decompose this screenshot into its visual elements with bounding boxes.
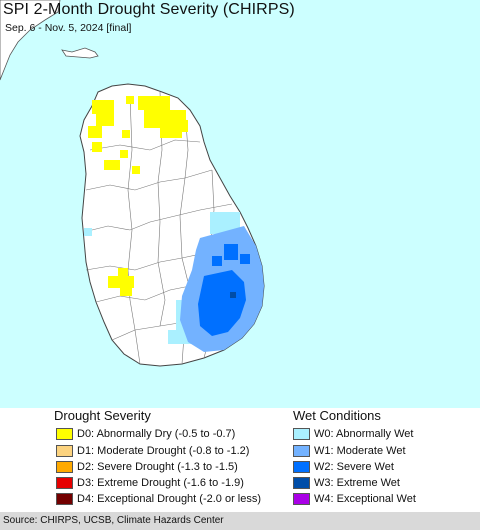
legend-item-d4: D4: Exceptional Drought (-2.0 or less) <box>56 492 261 506</box>
india-coast <box>0 0 61 81</box>
wet-legend-heading: Wet Conditions <box>293 408 381 423</box>
legend-item-d2: D2: Severe Drought (-1.3 to -1.5) <box>56 460 238 474</box>
swatch-w3 <box>293 477 310 489</box>
legend-item-w0: W0: Abnormally Wet <box>293 427 413 441</box>
islands <box>61 47 99 59</box>
legend-item-d0: D0: Abnormally Dry (-0.5 to -0.7) <box>56 427 235 441</box>
legend-item-d1: D1: Moderate Drought (-0.8 to -1.2) <box>56 444 249 458</box>
legend-item-w2: W2: Severe Wet <box>293 460 394 474</box>
legend-item-w1: W1: Moderate Wet <box>293 444 406 458</box>
source-footer: Source: CHIRPS, UCSB, Climate Hazards Ce… <box>0 512 480 530</box>
drought-legend-heading: Drought Severity <box>54 408 151 423</box>
swatch-d2 <box>56 461 73 473</box>
sri-lanka-map <box>0 0 265 367</box>
swatch-d3 <box>56 477 73 489</box>
legend: Drought Severity Wet Conditions D0: Abno… <box>0 408 480 512</box>
swatch-w2 <box>293 461 310 473</box>
swatch-w0 <box>293 428 310 440</box>
wet-w2-patches <box>198 244 250 336</box>
legend-item-w4: W4: Exceptional Wet <box>293 492 416 506</box>
map-area: SPI 2-Month Drought Severity (CHIRPS) Se… <box>0 0 480 408</box>
legend-item-d3: D3: Extreme Drought (-1.6 to -1.9) <box>56 476 244 490</box>
wet-w3-patches <box>230 292 236 298</box>
swatch-d0 <box>56 428 73 440</box>
swatch-d1 <box>56 445 73 457</box>
map-title: SPI 2-Month Drought Severity (CHIRPS) <box>3 1 295 18</box>
swatch-w4 <box>293 493 310 505</box>
map-subtitle: Sep. 6 - Nov. 5, 2024 [final] <box>5 22 132 34</box>
drought-d0-patches <box>88 96 188 296</box>
swatch-d4 <box>56 493 73 505</box>
swatch-w1 <box>293 445 310 457</box>
legend-item-w3: W3: Extreme Wet <box>293 476 400 490</box>
